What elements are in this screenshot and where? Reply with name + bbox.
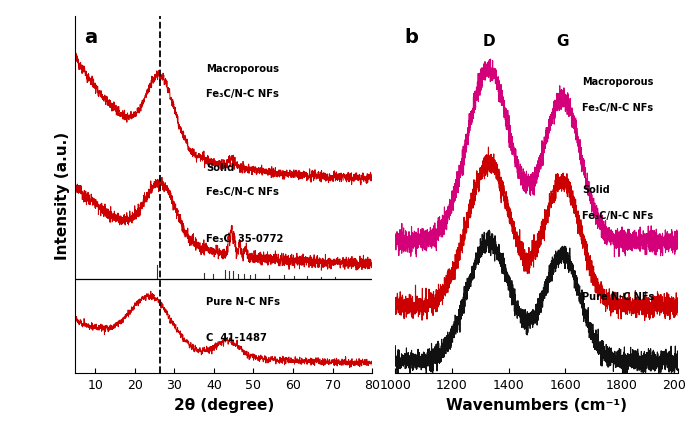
Text: Macroporous: Macroporous: [206, 64, 279, 74]
Text: Pure N-C NFs: Pure N-C NFs: [582, 292, 654, 302]
Text: Fe₃C/N-C NFs: Fe₃C/N-C NFs: [582, 210, 653, 220]
Text: C  41-1487: C 41-1487: [206, 332, 267, 342]
Text: Solid: Solid: [582, 184, 610, 194]
Text: G: G: [556, 34, 569, 49]
Text: Fe₃C/N-C NFs: Fe₃C/N-C NFs: [206, 89, 279, 99]
Text: Pure N-C NFs: Pure N-C NFs: [206, 296, 280, 306]
Text: b: b: [404, 28, 418, 47]
Text: a: a: [84, 28, 97, 47]
Text: Fe₃C/N-C NFs: Fe₃C/N-C NFs: [582, 103, 653, 113]
X-axis label: Wavenumbers (cm⁻¹): Wavenumbers (cm⁻¹): [447, 397, 627, 411]
Text: Fe₃C  35-0772: Fe₃C 35-0772: [206, 234, 284, 244]
X-axis label: 2θ (degree): 2θ (degree): [174, 397, 274, 411]
Y-axis label: Intensity (a.u.): Intensity (a.u.): [55, 132, 70, 259]
Text: D: D: [482, 34, 495, 49]
Text: Solid: Solid: [206, 162, 234, 172]
Text: Fe₃C/N-C NFs: Fe₃C/N-C NFs: [206, 187, 279, 197]
Text: Macroporous: Macroporous: [582, 77, 653, 87]
